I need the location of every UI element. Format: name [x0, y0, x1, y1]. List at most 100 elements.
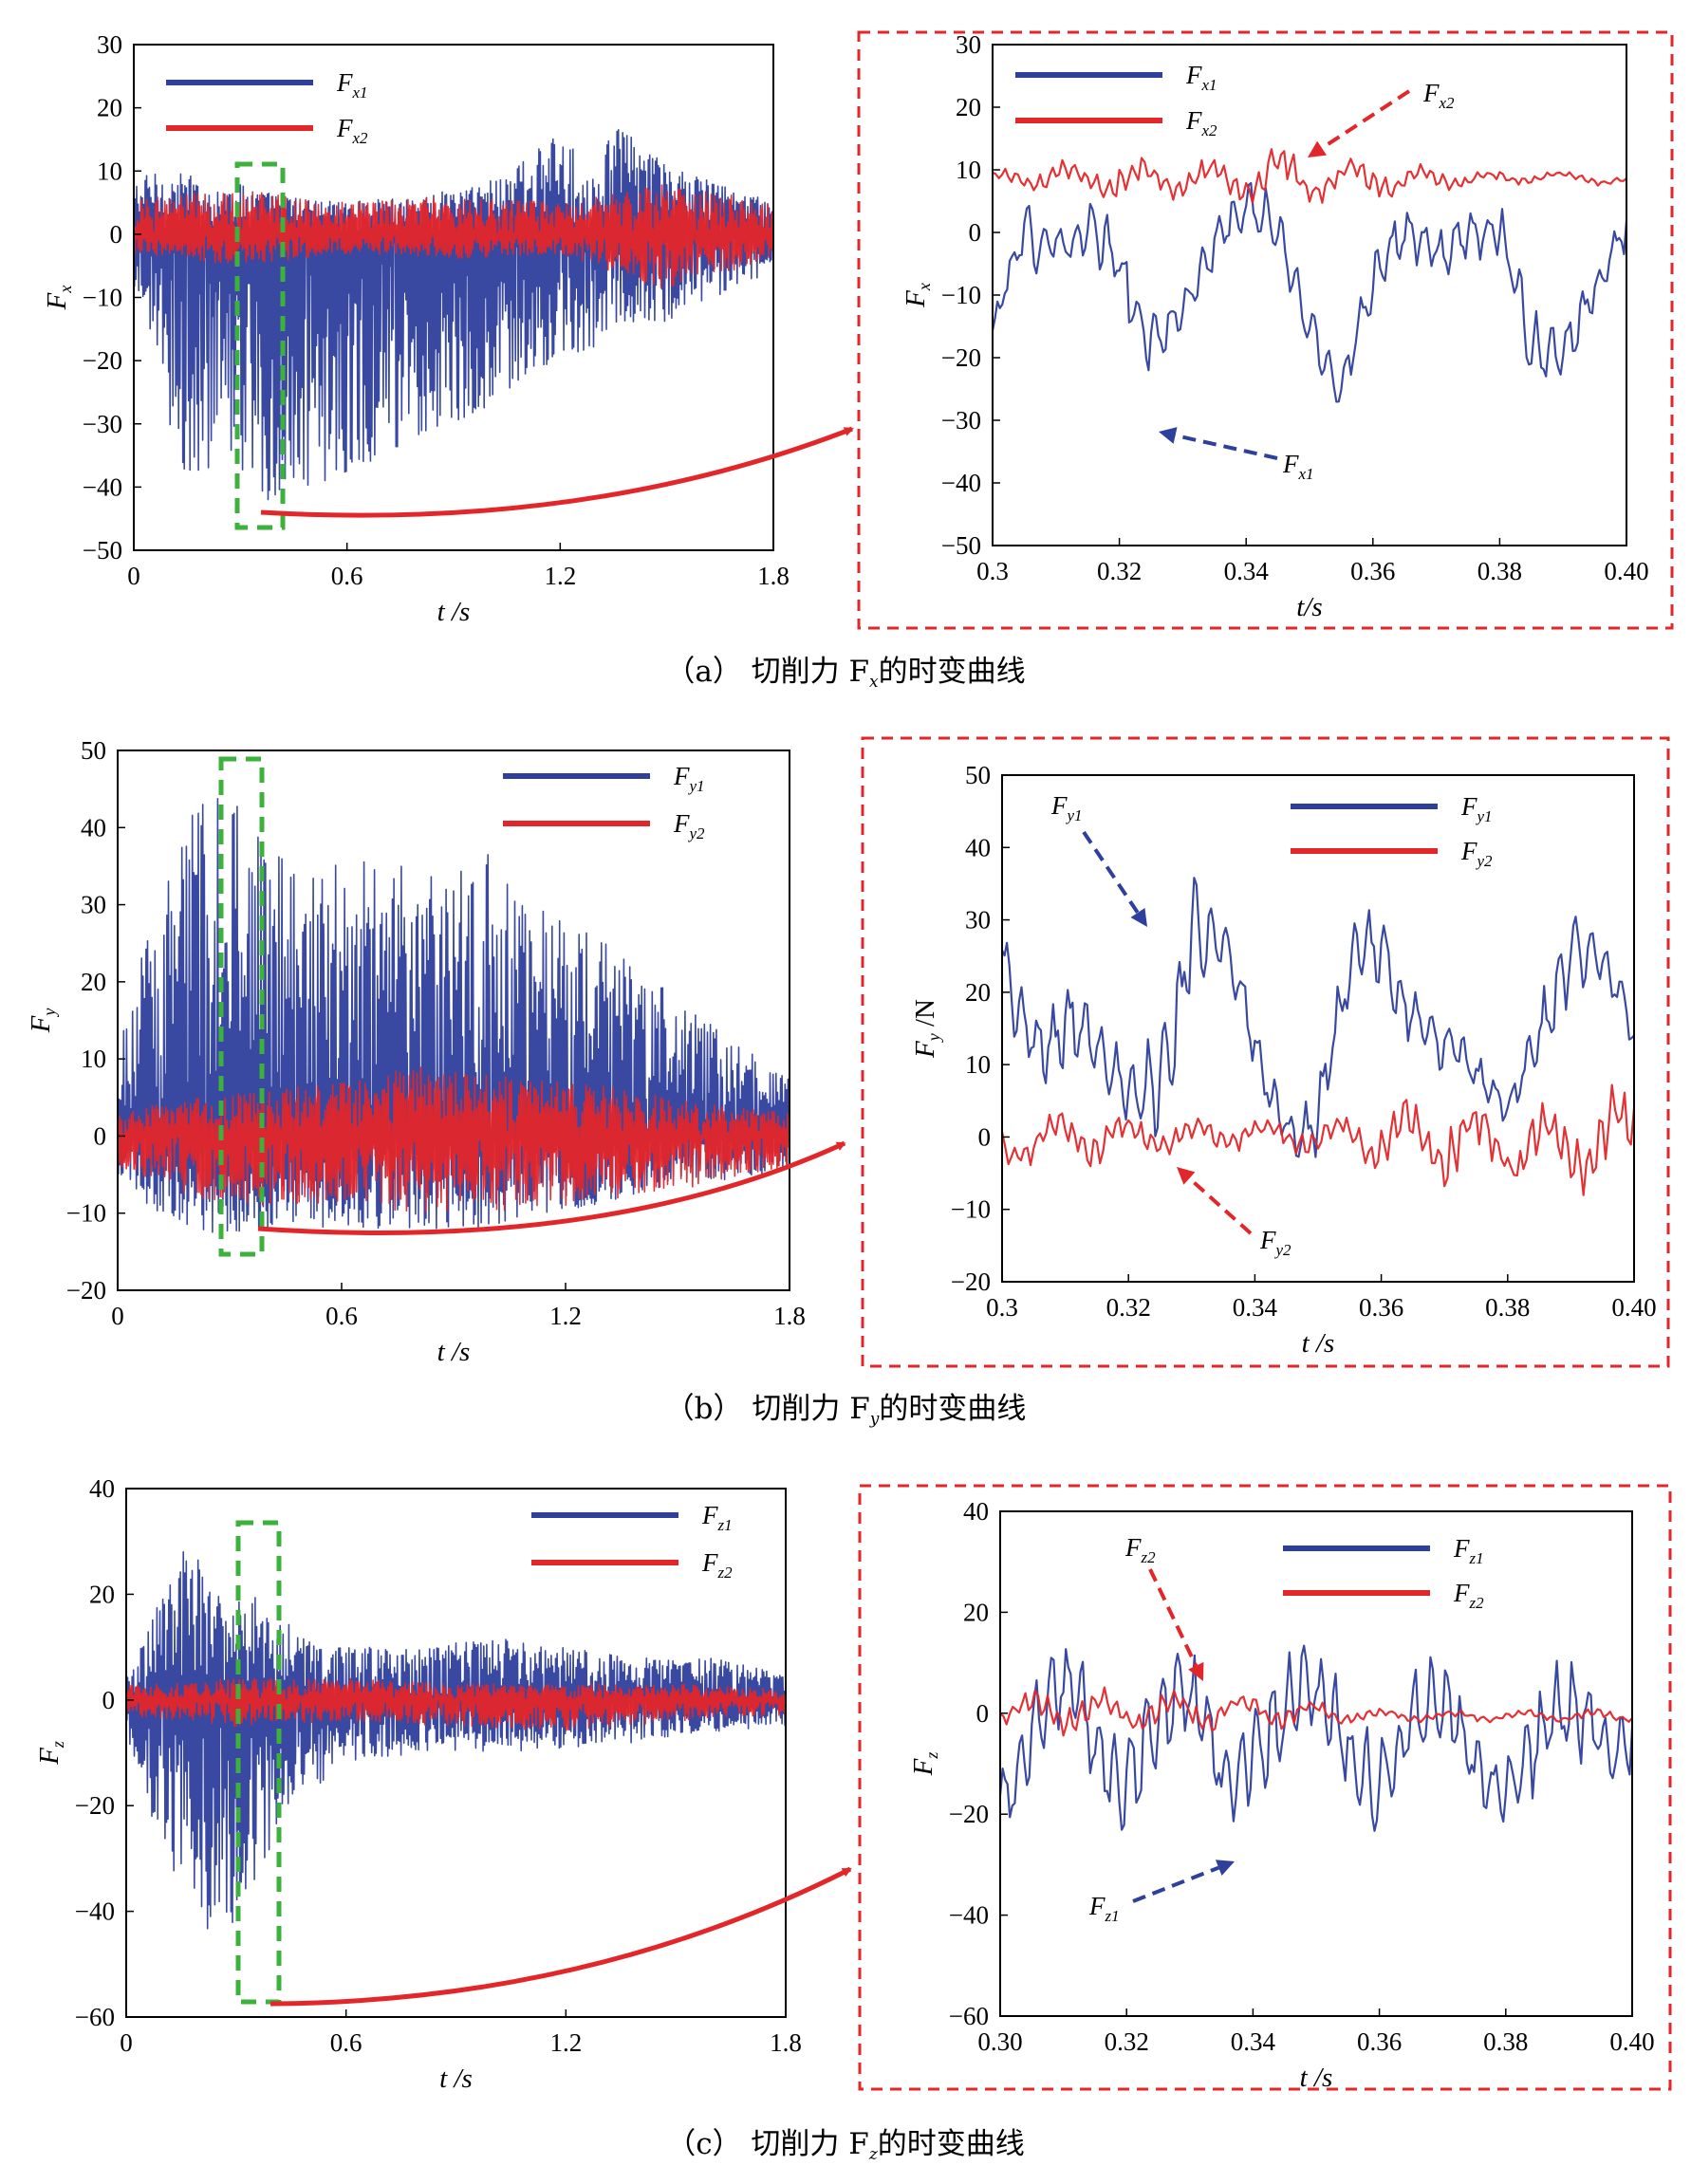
- y-tick-label: 20: [956, 93, 981, 121]
- callout-x2: Fx2: [1308, 79, 1455, 157]
- y-tick-label: 20: [81, 968, 106, 996]
- plot-frame: [125, 1488, 787, 2018]
- callout-label: Fx1: [1282, 450, 1314, 483]
- y-tick-label: −40: [75, 1897, 115, 1926]
- y-tick-label: 0: [969, 218, 982, 247]
- y-tick-label: −20: [951, 1268, 991, 1296]
- zoom-frame-b: [861, 736, 1670, 1368]
- x-tick-label: 0.3: [976, 557, 1009, 585]
- callout-x1: Fx1: [1159, 427, 1314, 483]
- zoom-arrow-a: [260, 426, 854, 518]
- y-tick-label: 20: [963, 1598, 989, 1626]
- x-tick-label: 1.2: [549, 2028, 582, 2057]
- x-tick-label: 1.8: [757, 562, 790, 590]
- series-line-y1: [1002, 877, 1634, 1158]
- x-tick-label: 0.32: [1106, 1293, 1151, 1322]
- plot-area: [134, 129, 773, 501]
- y-axis-label: Fx: [901, 283, 934, 308]
- x-tick-label: 0.40: [1604, 557, 1648, 585]
- legend-label-x1: Fx1: [1185, 61, 1217, 94]
- x-tick-label: 0.6: [325, 1302, 358, 1330]
- plot-frame: [1001, 774, 1635, 1283]
- x-tick-label: 1.8: [770, 2028, 802, 2057]
- zoom-frame-c: [858, 1484, 1672, 2091]
- legend-label-z1: Fz1: [701, 1501, 733, 1534]
- series-line-x2: [993, 148, 1626, 204]
- y-tick-label: 20: [89, 1580, 115, 1608]
- y-tick-label: −20: [941, 343, 981, 372]
- y-tick-label: −10: [83, 284, 122, 312]
- series-line-z1: [1000, 1644, 1632, 1832]
- y-axis-label: Fy /N: [910, 999, 943, 1059]
- y-tick-label: 10: [965, 1050, 991, 1079]
- callout-label: Fy2: [1259, 1226, 1291, 1259]
- x-axis-label: t /s: [1302, 1328, 1335, 1359]
- y-tick-label: −50: [83, 536, 122, 565]
- chart-a-zoom: 30 20 10 0 −10 −20 −30 −40 −500.3 0.32 0.34 0.36 0.3…: [901, 30, 1649, 622]
- y-axis-label: Fx: [42, 286, 75, 311]
- callout-label: Fx2: [1422, 79, 1455, 112]
- series-line-x2: [134, 184, 773, 288]
- series-line-z1: [126, 1551, 786, 1930]
- y-tick-label: −20: [949, 1800, 989, 1828]
- x-tick-label: 1.2: [549, 1302, 582, 1330]
- y-tick-label: −40: [83, 472, 122, 501]
- y-tick-label: −30: [83, 410, 122, 438]
- callout-line: [1148, 1568, 1199, 1667]
- plot-area: [126, 1551, 786, 1930]
- y-tick-label: 0: [94, 1121, 107, 1150]
- x-tick-label: 0.38: [1483, 2027, 1528, 2056]
- x-tick-label: 0.32: [1105, 2027, 1149, 2056]
- y-tick-label: 50: [965, 761, 991, 789]
- legend-label-y1: Fy1: [1460, 792, 1493, 825]
- series-line-y2: [118, 1066, 790, 1212]
- callout-arrowhead: [1159, 427, 1178, 444]
- zoom-arrow-b: [257, 1140, 846, 1235]
- y-tick-label: 0: [976, 1699, 990, 1728]
- y-tick-label: −60: [949, 2002, 989, 2030]
- plot-frame: [117, 750, 790, 1291]
- plot-area: [993, 148, 1626, 403]
- callout-label: Fz2: [1124, 1533, 1156, 1566]
- x-tick-label: 0.36: [1359, 1293, 1403, 1322]
- y-tick-label: −40: [949, 1901, 989, 1930]
- y-tick-label: 50: [81, 736, 106, 765]
- series-line-x1: [993, 181, 1626, 403]
- y-tick-label: −30: [941, 406, 981, 435]
- y-axis-label: Fz: [908, 1752, 941, 1777]
- series-line-z2: [1000, 1686, 1632, 1737]
- legend-label-y1: Fy1: [673, 762, 705, 795]
- y-tick-label: 0: [978, 1122, 992, 1151]
- x-tick-label: 0.6: [330, 2028, 362, 2057]
- series-line-y2: [1002, 1083, 1634, 1196]
- x-tick-label: 0.32: [1097, 557, 1142, 585]
- caption-a: （a） 切削力 Fx的时变曲线: [665, 655, 1025, 692]
- callout-label: Fy1: [1050, 791, 1083, 824]
- legend-label-x1: Fx1: [336, 68, 368, 102]
- y-tick-label: 10: [97, 157, 122, 185]
- callout-arrowhead: [1215, 1860, 1235, 1876]
- y-tick-label: 0: [102, 1686, 116, 1714]
- zoom-frame-a: [857, 30, 1674, 630]
- plot-frame: [999, 1510, 1633, 2017]
- caption-b: （b） 切削力 Fy的时变曲线: [665, 1392, 1027, 1429]
- x-tick-label: 0.36: [1357, 2027, 1402, 2056]
- callout-y2: Fy2: [1177, 1167, 1291, 1259]
- x-tick-label: 1.8: [773, 1302, 806, 1330]
- x-tick-label: 0.38: [1477, 557, 1522, 585]
- y-tick-label: −10: [941, 281, 981, 309]
- y-axis-label: Fy: [26, 1009, 59, 1034]
- callout-arrowhead: [1130, 908, 1147, 927]
- y-tick-label: −60: [75, 2003, 115, 2031]
- highlight-box-a: [234, 161, 286, 530]
- highlight-box-c: [235, 1520, 282, 2005]
- y-tick-label: 30: [97, 30, 122, 59]
- highlight-box-b: [218, 756, 265, 1257]
- y-tick-label: −20: [66, 1276, 106, 1305]
- plot-area: [1002, 877, 1634, 1196]
- x-tick-label: 0.6: [331, 562, 363, 590]
